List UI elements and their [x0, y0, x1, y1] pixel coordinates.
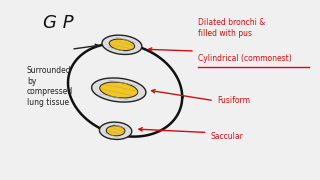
- Text: Cylindrical (commonest): Cylindrical (commonest): [198, 54, 292, 63]
- Text: Fusiform: Fusiform: [217, 96, 250, 105]
- Ellipse shape: [92, 78, 146, 102]
- Text: Surrounded
by
compressed
lung tissue: Surrounded by compressed lung tissue: [27, 66, 73, 107]
- Text: Saccular: Saccular: [211, 132, 244, 141]
- Ellipse shape: [109, 39, 135, 51]
- Ellipse shape: [100, 122, 132, 140]
- Text: G P: G P: [43, 14, 73, 32]
- Text: Dilated bronchi &
filled with pus: Dilated bronchi & filled with pus: [198, 18, 265, 38]
- Ellipse shape: [100, 82, 138, 98]
- Ellipse shape: [102, 35, 142, 55]
- Ellipse shape: [106, 126, 125, 136]
